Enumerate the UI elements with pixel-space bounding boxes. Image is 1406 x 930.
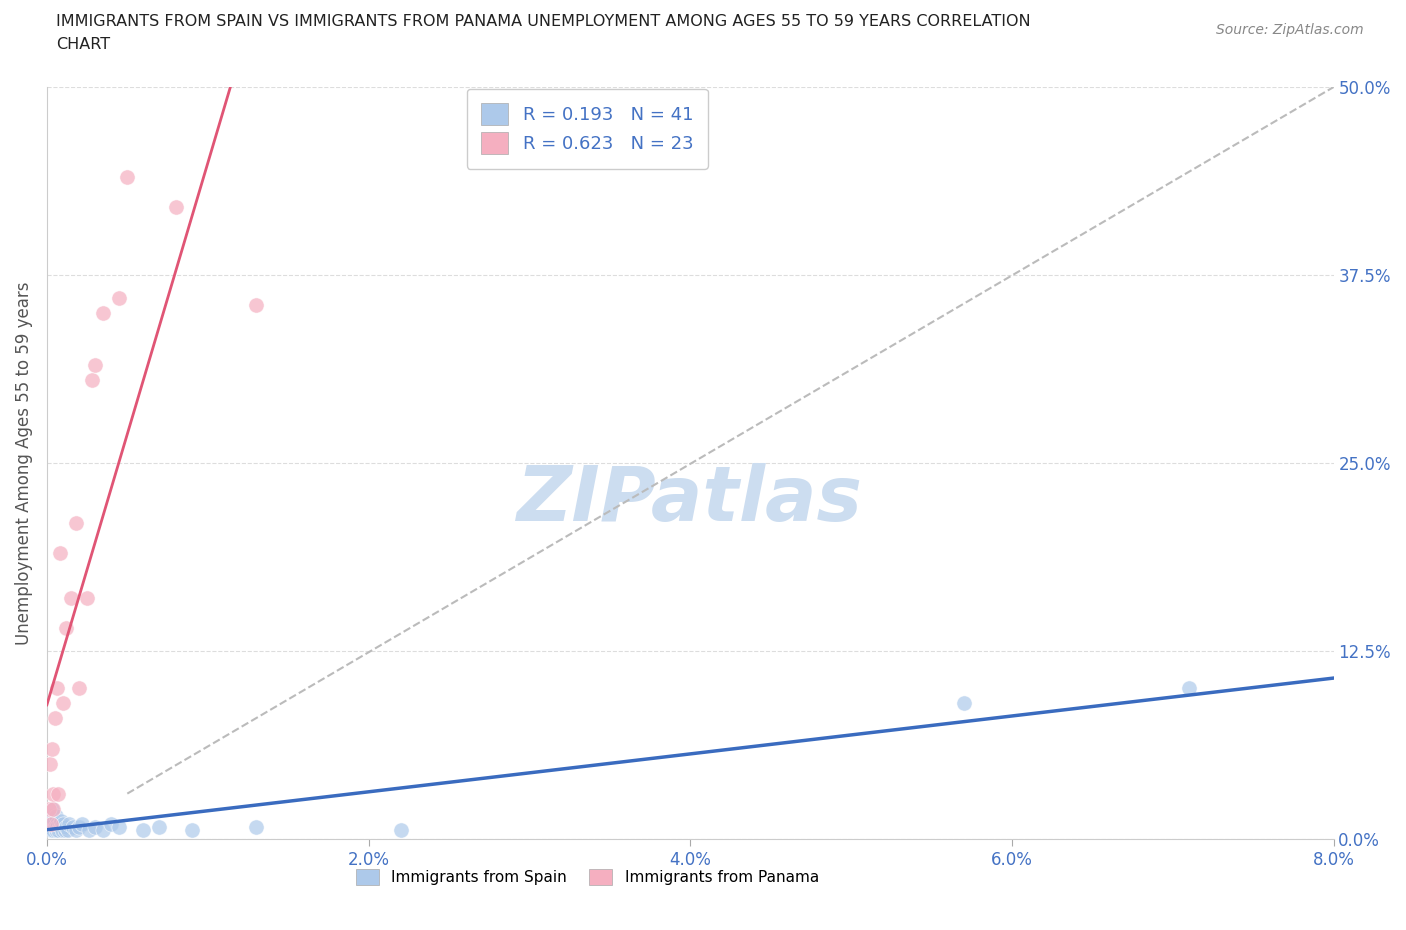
Point	[91, 822, 114, 837]
Point	[49, 817, 72, 831]
Point	[58, 817, 80, 831]
Point	[53, 822, 76, 837]
Point	[952, 696, 974, 711]
Point	[55, 819, 77, 834]
Point	[91, 305, 114, 320]
Point	[41, 801, 63, 816]
Point	[39, 819, 62, 834]
Point	[39, 817, 62, 831]
Point	[39, 756, 62, 771]
Point	[65, 515, 87, 530]
Point	[52, 817, 75, 831]
Point	[46, 819, 69, 834]
Point	[45, 822, 67, 837]
Point	[60, 591, 83, 605]
Point	[84, 819, 107, 834]
Text: IMMIGRANTS FROM SPAIN VS IMMIGRANTS FROM PANAMA UNEMPLOYMENT AMONG AGES 55 TO 59: IMMIGRANTS FROM SPAIN VS IMMIGRANTS FROM…	[56, 14, 1031, 29]
Point	[41, 741, 63, 756]
Point	[39, 813, 62, 828]
Point	[1177, 681, 1199, 696]
Point	[84, 358, 107, 373]
Text: ZIPatlas: ZIPatlas	[517, 463, 863, 538]
Point	[38, 801, 60, 816]
Point	[100, 817, 122, 831]
Point	[42, 817, 65, 831]
Y-axis label: Unemployment Among Ages 55 to 59 years: Unemployment Among Ages 55 to 59 years	[15, 281, 32, 644]
Point	[72, 817, 94, 831]
Point	[41, 819, 63, 834]
Point	[389, 822, 412, 837]
Point	[51, 822, 73, 837]
Point	[42, 822, 65, 837]
Point	[165, 200, 187, 215]
Point	[45, 817, 67, 831]
Point	[38, 817, 60, 831]
Point	[245, 819, 267, 834]
Point	[77, 822, 100, 837]
Point	[55, 621, 77, 636]
Point	[108, 290, 131, 305]
Point	[41, 801, 63, 816]
Point	[62, 819, 84, 834]
Point	[67, 819, 90, 834]
Point	[45, 681, 67, 696]
Point	[44, 819, 66, 834]
Point	[132, 822, 155, 837]
Legend: R = 0.193   N = 41, R = 0.623   N = 23: R = 0.193 N = 41, R = 0.623 N = 23	[467, 88, 707, 168]
Point	[41, 809, 63, 824]
Point	[245, 298, 267, 312]
Point	[45, 809, 67, 824]
Point	[46, 786, 69, 801]
Text: CHART: CHART	[56, 37, 110, 52]
Point	[49, 819, 72, 834]
Point	[117, 170, 139, 185]
Point	[46, 822, 69, 837]
Point	[51, 813, 73, 828]
Point	[76, 591, 98, 605]
Point	[42, 786, 65, 801]
Text: Source: ZipAtlas.com: Source: ZipAtlas.com	[1216, 23, 1364, 37]
Point	[41, 822, 63, 837]
Point	[65, 822, 87, 837]
Point	[180, 822, 202, 837]
Point	[42, 813, 65, 828]
Point	[49, 546, 72, 561]
Point	[108, 819, 131, 834]
Point	[56, 822, 79, 837]
Point	[148, 819, 170, 834]
Point	[67, 681, 90, 696]
Point	[44, 711, 66, 726]
Point	[80, 373, 103, 388]
Point	[52, 696, 75, 711]
